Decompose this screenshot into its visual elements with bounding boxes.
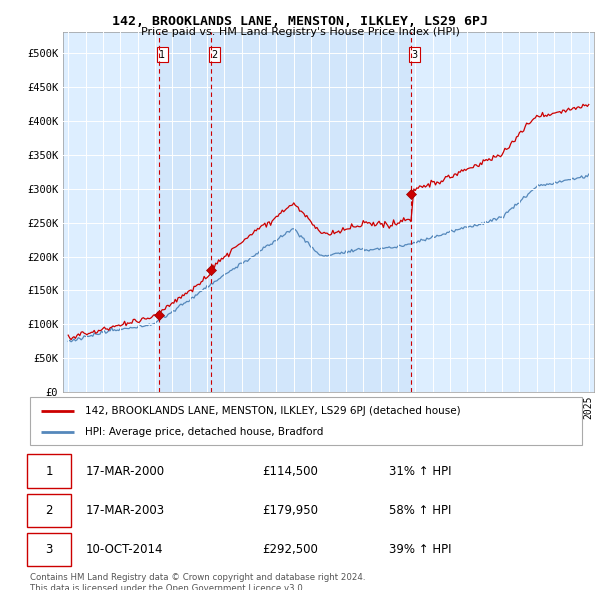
Text: 142, BROOKLANDS LANE, MENSTON, ILKLEY, LS29 6PJ (detached house): 142, BROOKLANDS LANE, MENSTON, ILKLEY, L… [85, 405, 461, 415]
Text: £114,500: £114,500 [262, 464, 318, 477]
Text: HPI: Average price, detached house, Bradford: HPI: Average price, detached house, Brad… [85, 427, 323, 437]
Text: 3: 3 [412, 50, 418, 60]
Text: 2: 2 [211, 50, 217, 60]
FancyBboxPatch shape [27, 533, 71, 566]
Text: 3: 3 [46, 543, 53, 556]
Text: 58% ↑ HPI: 58% ↑ HPI [389, 504, 451, 517]
Text: 31% ↑ HPI: 31% ↑ HPI [389, 464, 451, 477]
Text: £292,500: £292,500 [262, 543, 318, 556]
Text: 17-MAR-2000: 17-MAR-2000 [85, 464, 164, 477]
Text: £179,950: £179,950 [262, 504, 318, 517]
FancyBboxPatch shape [30, 397, 582, 445]
Bar [158, 32, 211, 392]
Text: 1: 1 [159, 50, 165, 60]
Text: 10-OCT-2014: 10-OCT-2014 [85, 543, 163, 556]
Text: Contains HM Land Registry data © Crown copyright and database right 2024.
This d: Contains HM Land Registry data © Crown c… [30, 573, 365, 590]
FancyBboxPatch shape [27, 494, 71, 527]
FancyBboxPatch shape [27, 454, 71, 487]
Text: 39% ↑ HPI: 39% ↑ HPI [389, 543, 451, 556]
Text: 1: 1 [46, 464, 53, 477]
Text: 142, BROOKLANDS LANE, MENSTON, ILKLEY, LS29 6PJ: 142, BROOKLANDS LANE, MENSTON, ILKLEY, L… [112, 15, 488, 28]
Text: Price paid vs. HM Land Registry's House Price Index (HPI): Price paid vs. HM Land Registry's House … [140, 27, 460, 37]
Text: 17-MAR-2003: 17-MAR-2003 [85, 504, 164, 517]
Bar [211, 32, 411, 392]
Text: 2: 2 [46, 504, 53, 517]
